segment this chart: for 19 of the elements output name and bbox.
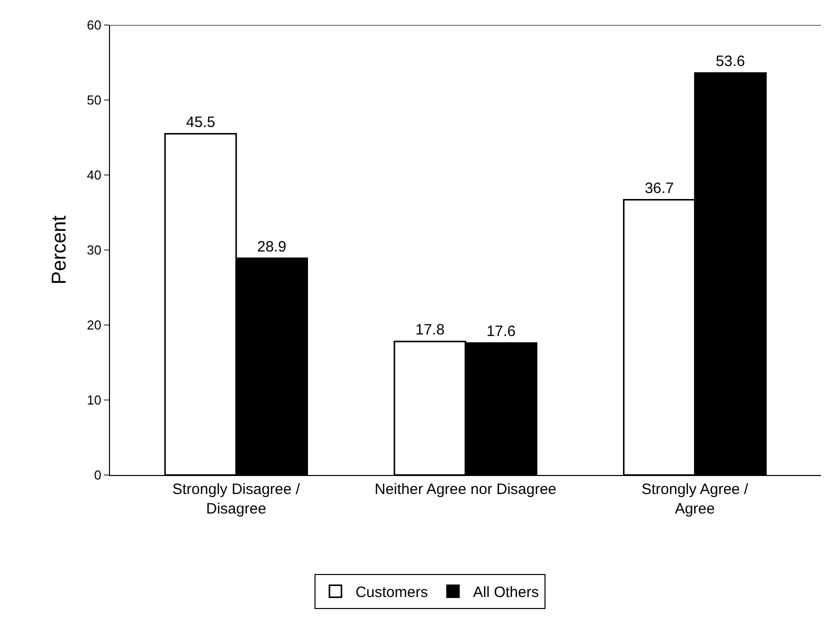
y-tick-label: 30: [86, 242, 102, 258]
legend-label: Customers: [355, 584, 428, 602]
data-label: 28.9: [257, 238, 286, 256]
y-tick-label: 50: [86, 92, 102, 108]
y-tick-label: 40: [86, 168, 102, 183]
data-label: 36.7: [644, 180, 674, 197]
y-tick-label: 10: [86, 392, 102, 408]
y-tick-label: 0: [94, 468, 102, 483]
x-tick-label: Neither Agree nor Disagree: [374, 481, 556, 498]
y-tick-label: 20: [86, 318, 102, 333]
data-label: 17.6: [486, 323, 516, 340]
y-axis-title: Percent: [48, 215, 70, 284]
data-label: 53.6: [716, 53, 745, 70]
x-tick-label: Strongly Agree / Agree: [641, 481, 750, 518]
data-label: 45.5: [186, 114, 216, 131]
y-tick-label: 60: [86, 18, 102, 33]
x-tick-label: Strongly Disagree / Disagree: [172, 481, 301, 518]
data-label: 17.8: [415, 322, 445, 338]
legend-label: All Others: [472, 584, 539, 602]
